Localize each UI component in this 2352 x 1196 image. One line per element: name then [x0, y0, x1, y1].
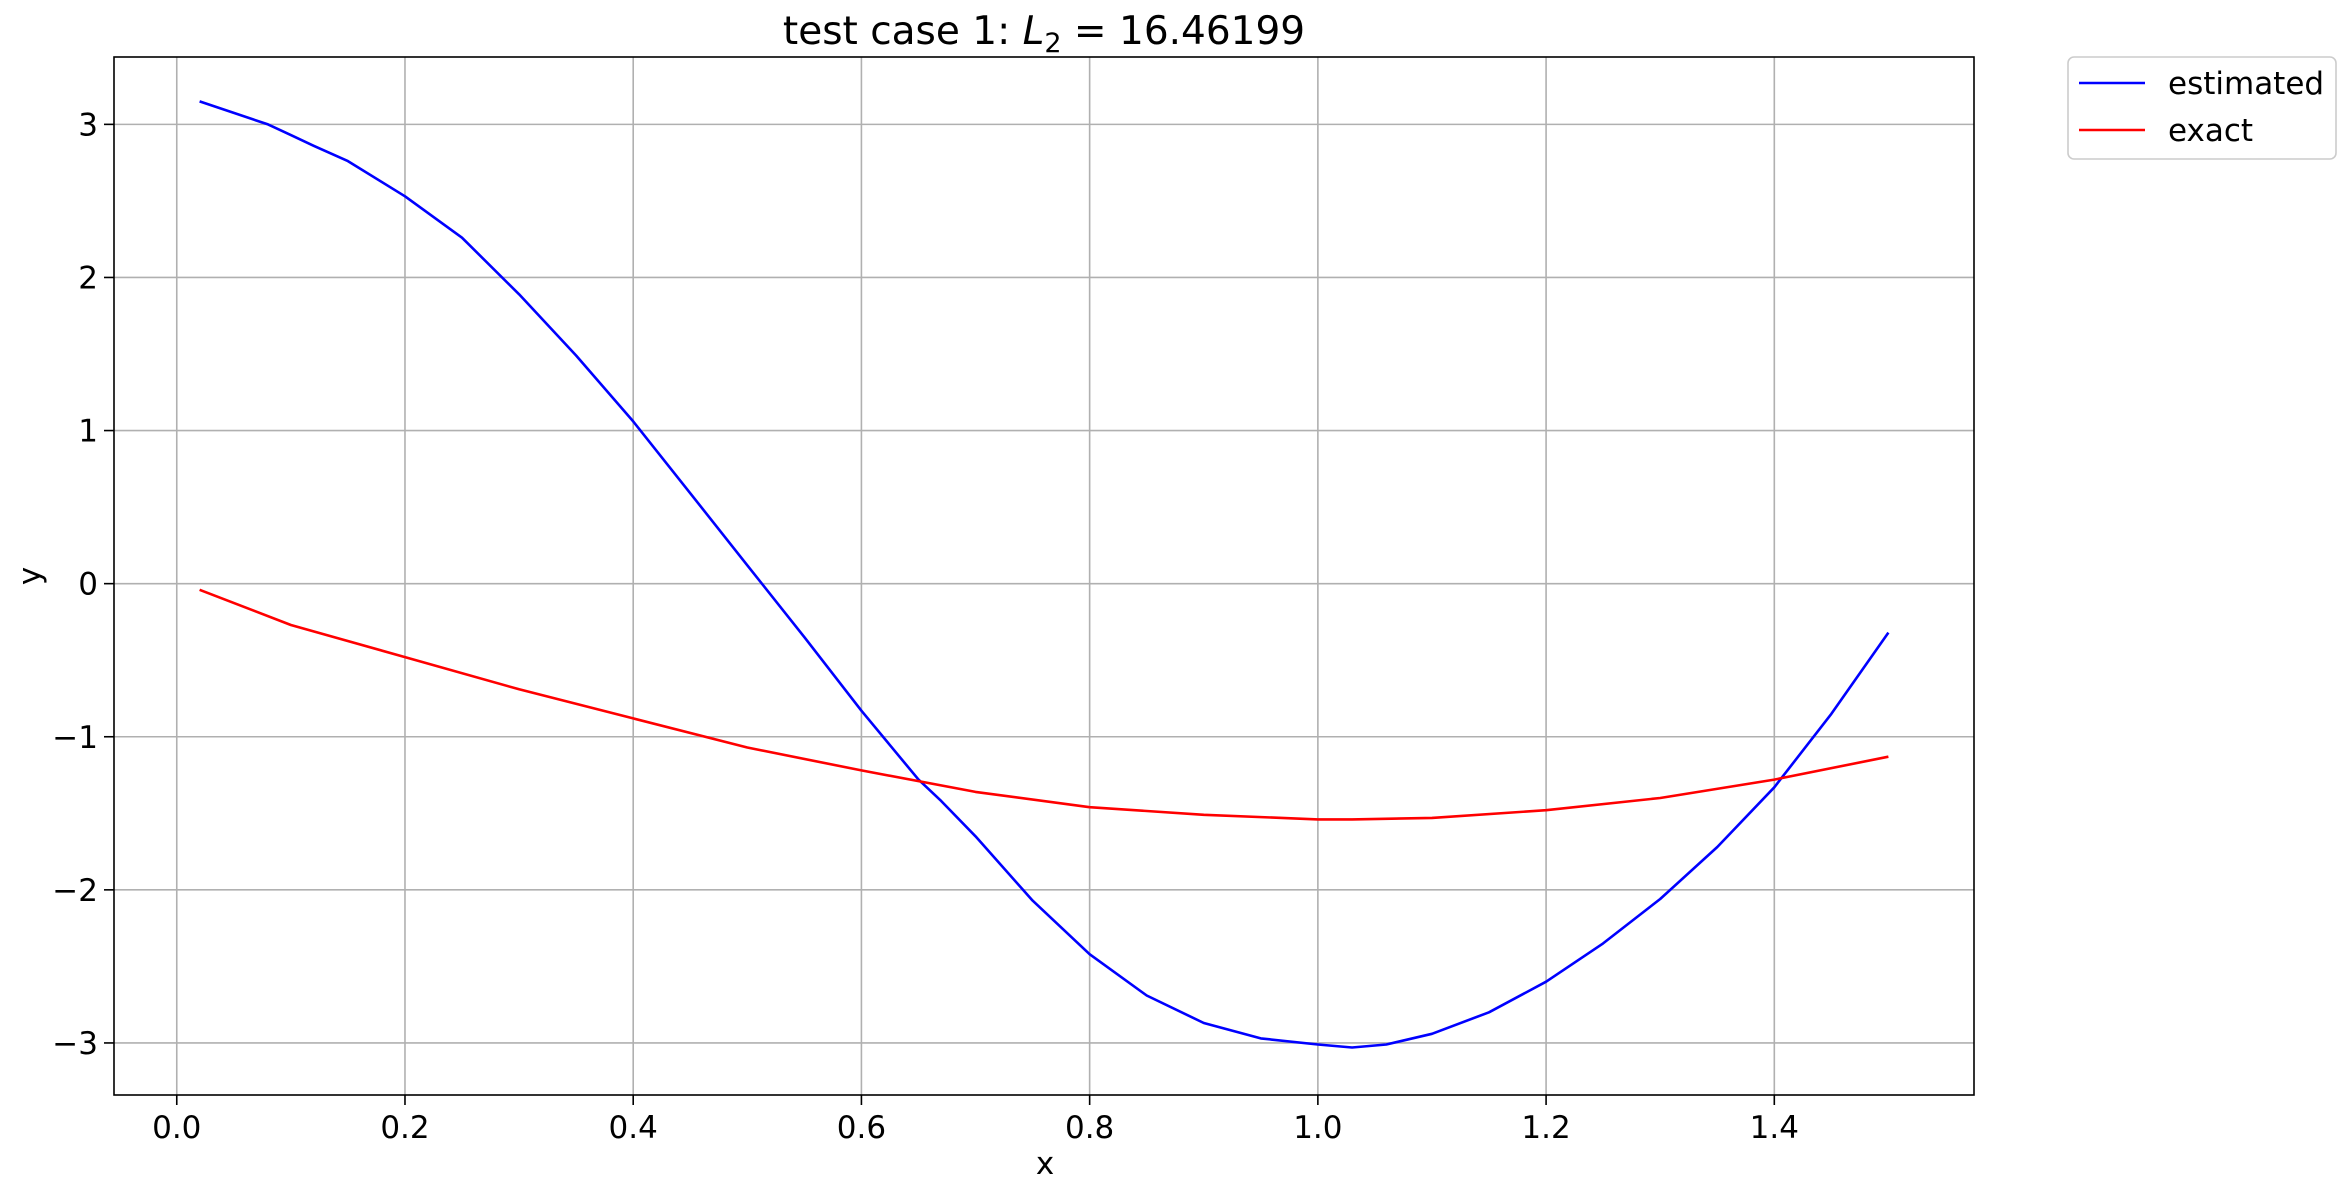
legend-label-exact: exact: [2168, 113, 2253, 149]
chart-title-suffix: = 16.46199: [1062, 9, 1306, 54]
chart-title-symbol: L: [1023, 9, 1045, 54]
x-axis-label: x: [1036, 1146, 1054, 1182]
x-tick-label: 0.4: [609, 1110, 658, 1146]
x-axis-ticks: 0.0 0.2 0.4 0.6 0.8 1.0 1.2 1.4: [152, 1095, 1799, 1146]
chart-title: test case 1: L2 = 16.46199: [783, 9, 1305, 59]
chart-title-prefix: test case 1:: [783, 9, 1023, 54]
y-tick-label: 2: [78, 260, 98, 296]
x-tick-label: 1.4: [1750, 1110, 1799, 1146]
x-tick-label: 0.6: [837, 1110, 886, 1146]
x-tick-label: 0.2: [380, 1110, 429, 1146]
y-tick-label: 0: [78, 567, 98, 603]
grid: [114, 57, 1974, 1095]
y-axis-label: y: [12, 567, 48, 585]
x-tick-label: 0.0: [152, 1110, 201, 1146]
series-line-estimated: [199, 100, 1890, 1049]
y-tick-label: 1: [78, 414, 98, 450]
y-axis-ticks: −3 −2 −1 0 1 2 3: [52, 107, 114, 1062]
series-line-exact: [199, 588, 1889, 821]
y-tick-label: −2: [52, 873, 98, 909]
x-tick-label: 1.0: [1293, 1110, 1342, 1146]
y-tick-label: 3: [78, 107, 98, 143]
x-tick-label: 0.8: [1065, 1110, 1114, 1146]
series-lines: [199, 100, 1890, 1049]
x-tick-label: 1.2: [1521, 1110, 1570, 1146]
legend: estimated exact: [2067, 56, 2337, 160]
y-tick-label: −3: [52, 1026, 98, 1062]
legend-label-estimated: estimated: [2168, 66, 2324, 102]
y-tick-label: −1: [52, 720, 98, 756]
chart-title-subscript: 2: [1044, 28, 1061, 59]
plot-frame: [113, 56, 1975, 1096]
